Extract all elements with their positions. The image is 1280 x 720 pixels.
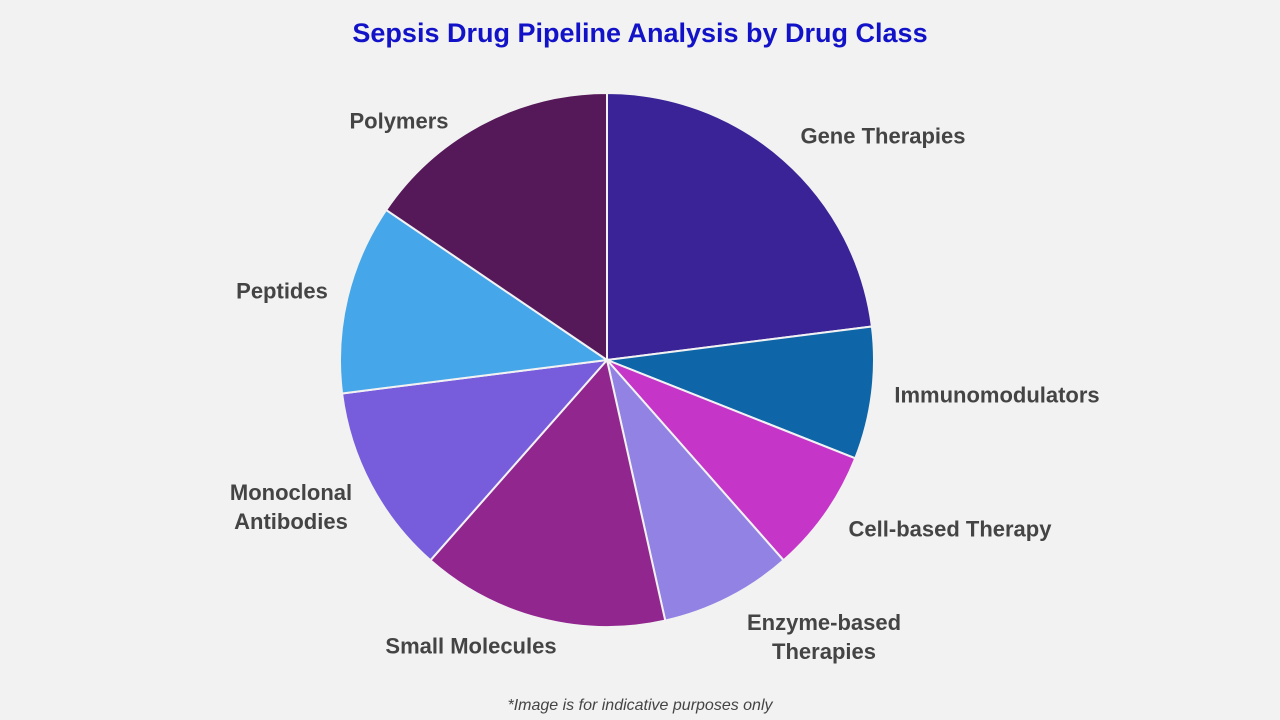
pie-slice [340,358,610,562]
slice-label: Peptides [236,278,328,304]
slice-label: Gene Therapies [800,123,966,149]
footnote: *Image is for indicative purposes only [507,697,773,714]
pie-slice [384,91,608,362]
chart-title: Sepsis Drug Pipeline Analysis by Drug Cl… [352,18,928,48]
pie-slice [606,359,857,562]
pie-slice [429,357,667,628]
pie-slice [606,91,874,362]
slice-label: Immunomodulators [894,382,1100,408]
slice-label: Cell-based Therapy [848,516,1052,542]
slice-label: Enzyme-based Therapies [746,610,902,664]
pie-slice [606,325,875,460]
slice-label: Small Molecules [385,633,557,659]
pie-slice [339,208,610,395]
slice-label: Polymers [349,108,449,134]
slice-label: Monoclonal Antibodies [229,480,353,534]
